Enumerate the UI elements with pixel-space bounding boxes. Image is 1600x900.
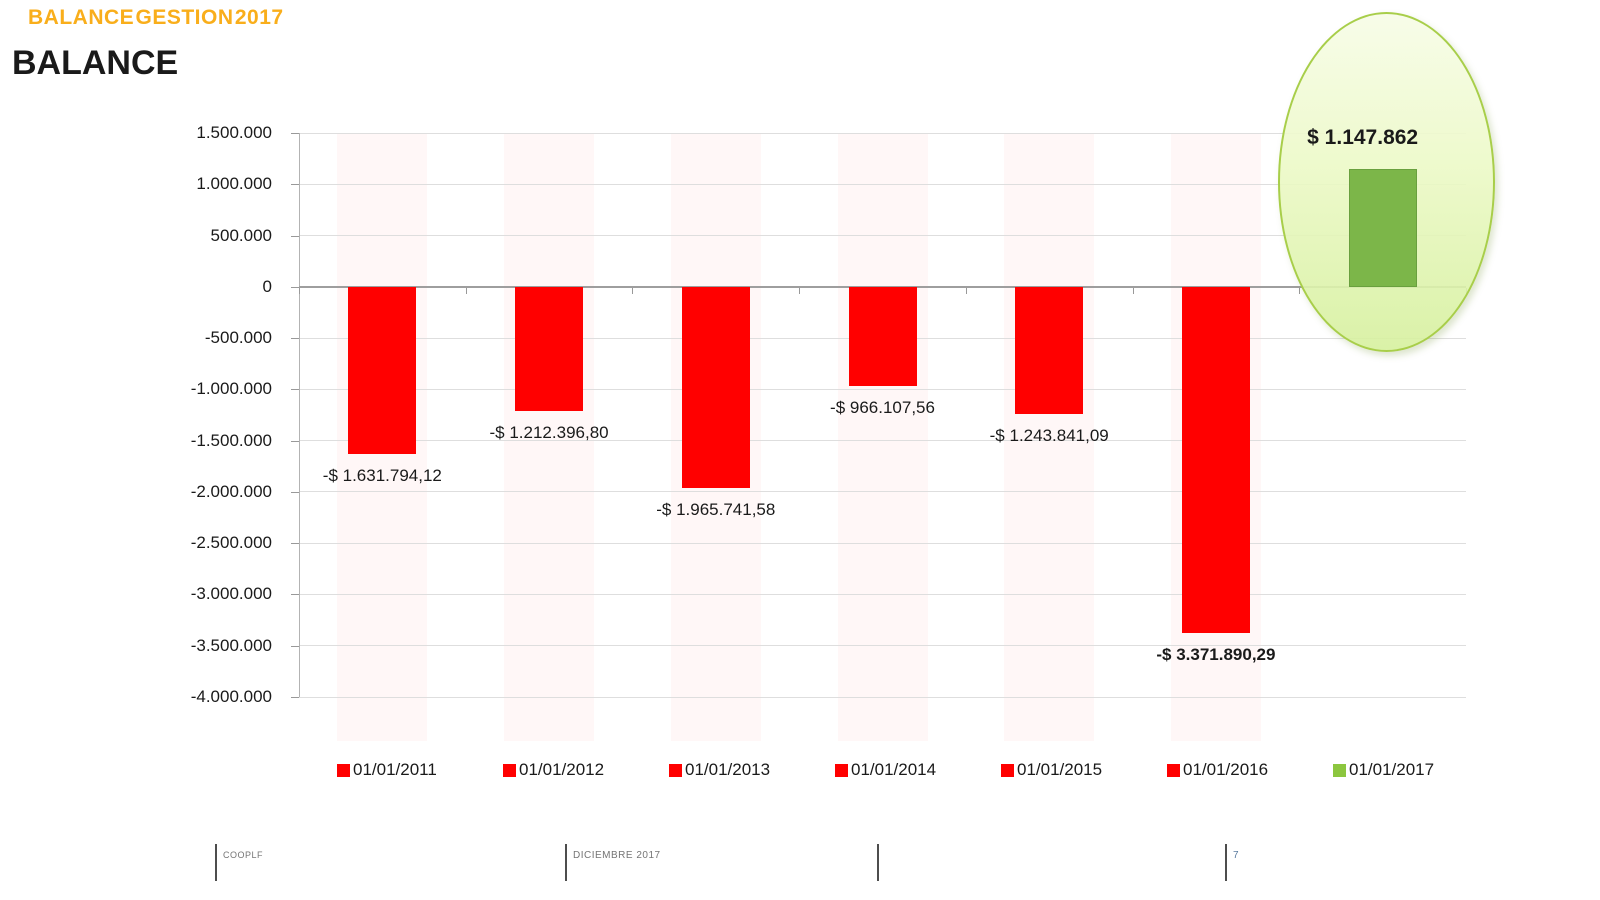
gridline [299,696,1466,698]
y-axis-tick [291,594,299,596]
y-axis-label: -4.000.000 [190,687,272,706]
x-axis-tick [299,287,300,294]
x-axis-tick [965,287,967,294]
gridline [299,235,1466,237]
y-axis-label: -2.000.000 [190,481,272,501]
x-axis-tick [799,287,801,294]
bar-01/01/2016[interactable] [1181,286,1250,633]
y-axis-tick [291,235,299,237]
y-axis-label: 1.500.000 [196,123,272,142]
y-axis-label: -1.000.000 [190,379,272,399]
footer-divider [1225,844,1227,881]
legend-item-01/01/2014[interactable]: 01/01/2014 [835,760,936,780]
x-axis-tick [1299,287,1301,294]
bar-01/01/2014[interactable] [848,286,917,386]
x-axis-tick [632,287,634,294]
chart-title: BALANCE [12,44,179,82]
y-axis-tick [291,389,299,391]
value-label-01/01/2016: -$ 3.371.890,29 [1156,644,1276,664]
gridline [299,593,1466,595]
legend-label: 01/01/2012 [519,760,605,779]
ghost-band [838,133,928,741]
legend-item-01/01/2016[interactable]: 01/01/2016 [1167,760,1268,780]
value-label-01/01/2012: -$ 1.212.396,80 [489,423,609,443]
y-axis-line [299,133,300,697]
legend-label: 01/01/2013 [685,760,771,779]
legend-item-01/01/2015[interactable]: 01/01/2015 [1001,760,1102,780]
x-axis-tick [1132,287,1134,294]
legend-label: 01/01/2017 [1349,760,1435,779]
y-axis-label: -500.000 [204,328,272,348]
footer-divider [877,844,879,881]
legend-item-01/01/2012[interactable]: 01/01/2012 [503,760,604,780]
bar-01/01/2012[interactable] [515,286,584,412]
footer-item: COOPLF [223,850,264,860]
gridline [299,388,1466,390]
legend-swatch-icon [337,763,350,777]
value-label-01/01/2013: -$ 1.965.741,58 [656,500,776,520]
legend-swatch-icon [1333,763,1346,777]
y-axis-label: 500.000 [210,225,272,245]
gridline [299,491,1466,493]
legend-item-01/01/2011[interactable]: 01/01/2011 [337,760,437,780]
footer-divider [215,844,217,881]
gridline [299,542,1466,544]
y-axis-tick [291,440,299,442]
gridline [299,132,1466,134]
y-axis-tick [291,543,299,545]
y-axis-tick [291,286,299,288]
legend-label: 01/01/2011 [353,760,437,779]
footer-item: DICIEMBRE 2017 [573,850,661,861]
bar-01/01/2011[interactable] [348,286,417,455]
y-axis-tick [291,133,299,134]
y-axis-tick [291,184,299,186]
y-axis-label: -3.000.000 [190,584,272,604]
y-axis-tick [291,645,299,647]
value-label-01/01/2014: -$ 966.107,56 [830,397,935,417]
legend-item-01/01/2017[interactable]: 01/01/2017 [1333,760,1434,780]
footer-divider [565,844,567,881]
bar-01/01/2015[interactable] [1015,286,1084,415]
y-axis-label: -2.500.000 [190,533,272,553]
legend-label: 01/01/2014 [851,760,937,779]
legend-swatch-icon [669,763,682,777]
y-axis-tick [291,697,299,698]
value-label-01/01/2015: -$ 1.243.841,09 [989,426,1109,446]
gridline [299,645,1466,647]
legend-swatch-icon [503,763,516,777]
legend-label: 01/01/2015 [1017,760,1103,779]
legend-swatch-icon [1001,763,1014,777]
gridline [299,440,1466,442]
y-axis-tick [291,491,299,493]
y-axis-tick [291,338,299,340]
value-label-01/01/2017: $ 1.147.862 [1307,126,1419,150]
y-axis-label: -3.500.000 [190,635,272,655]
footer-item: 7 [1233,850,1240,861]
slide-eyebrow-title: BALANCE GESTION 2017 [28,6,284,29]
legend-item-01/01/2013[interactable]: 01/01/2013 [669,760,770,780]
y-axis-label: 1.000.000 [196,174,272,194]
gridline [299,183,1466,185]
legend-label: 01/01/2016 [1183,760,1269,779]
legend-swatch-icon [835,763,848,777]
y-axis-label: 0 [262,276,272,296]
y-axis-label: -1.500.000 [190,430,272,450]
value-label-01/01/2011: -$ 1.631.794,12 [322,466,442,486]
bar-01/01/2013[interactable] [681,286,750,489]
bar-01/01/2017[interactable] [1348,169,1417,287]
legend-swatch-icon [1167,763,1180,777]
x-axis-tick [465,287,467,294]
